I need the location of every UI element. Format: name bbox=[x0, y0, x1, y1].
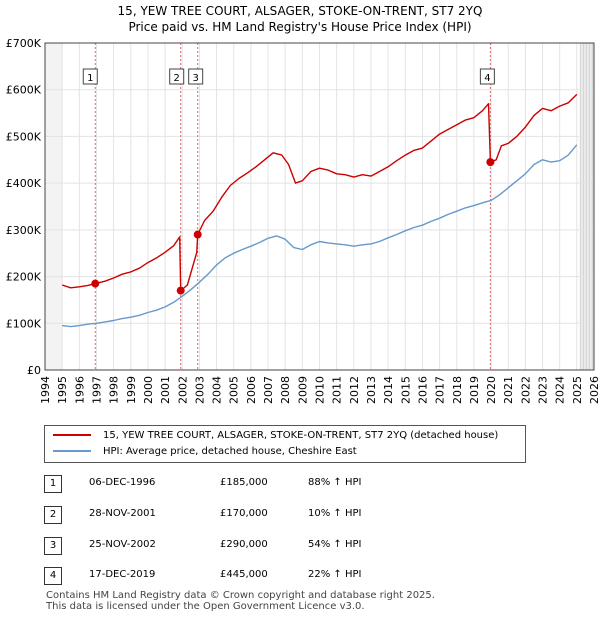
x-tick-label: 2005 bbox=[228, 376, 241, 404]
x-tick-label: 2026 bbox=[588, 376, 600, 404]
sale-label-number: 4 bbox=[484, 73, 490, 84]
transaction-number: 3 bbox=[44, 537, 62, 555]
x-tick-label: 1998 bbox=[108, 376, 121, 404]
sale-point bbox=[91, 279, 100, 288]
legend-swatch-property bbox=[53, 434, 91, 436]
transaction-price: £290,000 bbox=[220, 539, 268, 550]
y-tick-label: £600K bbox=[6, 84, 42, 97]
footer-attribution: Contains HM Land Registry data © Crown c… bbox=[46, 590, 435, 612]
transaction-hpi: 88% ↑ HPI bbox=[308, 477, 362, 488]
x-tick-label: 2016 bbox=[416, 376, 429, 404]
sale-point bbox=[193, 230, 202, 239]
y-tick-label: £0 bbox=[27, 364, 41, 377]
x-tick-label: 2015 bbox=[399, 376, 412, 404]
plot-frame bbox=[44, 42, 595, 371]
x-tick-label: 2004 bbox=[211, 376, 224, 404]
y-tick-label: £500K bbox=[6, 130, 42, 143]
sale-label-box bbox=[169, 68, 185, 85]
x-tick-label: 2021 bbox=[502, 376, 515, 404]
x-tick-label: 2019 bbox=[468, 376, 481, 404]
x-tick-label: 2000 bbox=[142, 376, 155, 404]
price-chart: 1 2 3 4 £0 £100K £200K £300K £400K £500K £600K £700… bbox=[6, 37, 600, 404]
legend-label-property: 15, YEW TREE COURT, ALSAGER, STOKE-ON-TR… bbox=[103, 430, 499, 441]
chart-legend: 15, YEW TREE COURT, ALSAGER, STOKE-ON-TR… bbox=[44, 425, 526, 463]
transaction-number: 1 bbox=[44, 475, 62, 493]
x-tick-label: 2009 bbox=[296, 376, 309, 404]
transaction-hpi: 54% ↑ HPI bbox=[308, 539, 362, 550]
hpi-line bbox=[62, 144, 578, 328]
y-tick-label: £700K bbox=[6, 37, 42, 50]
legend-label-hpi: HPI: Average price, detached house, Ches… bbox=[103, 446, 357, 457]
y-tick-label: £300K bbox=[6, 224, 42, 237]
x-tick-label: 2018 bbox=[451, 376, 464, 404]
x-tick-label: 1995 bbox=[56, 376, 69, 404]
pre-data-zone bbox=[45, 43, 63, 370]
footer-copyright: Contains HM Land Registry data © Crown c… bbox=[46, 590, 435, 601]
x-tick-label: 2022 bbox=[519, 376, 532, 404]
x-tick-label: 2014 bbox=[382, 376, 395, 404]
x-tick-label: 1999 bbox=[125, 376, 138, 404]
transaction-date: 25-NOV-2002 bbox=[89, 539, 156, 550]
x-tick-label: 2010 bbox=[314, 376, 327, 404]
transaction-hpi: 10% ↑ HPI bbox=[308, 508, 362, 519]
x-tick-label: 1994 bbox=[39, 376, 52, 404]
transaction-price: £170,000 bbox=[220, 508, 268, 519]
legend-item-property: 15, YEW TREE COURT, ALSAGER, STOKE-ON-TR… bbox=[53, 429, 498, 443]
sale-label-box bbox=[82, 68, 98, 85]
x-tick-label: 2008 bbox=[279, 376, 292, 404]
x-tick-label: 2002 bbox=[176, 376, 189, 404]
x-tick-label: 2003 bbox=[193, 376, 206, 404]
x-tick-label: 1996 bbox=[73, 376, 86, 404]
chart-title: 15, YEW TREE COURT, ALSAGER, STOKE-ON-TR… bbox=[117, 4, 483, 18]
sale-label-box bbox=[479, 68, 495, 85]
sale-label-number: 2 bbox=[174, 73, 180, 84]
sale-label-number: 1 bbox=[87, 73, 93, 84]
sale-label-box bbox=[188, 68, 204, 85]
y-tick-label: £200K bbox=[6, 271, 42, 284]
legend-item-hpi: HPI: Average price, detached house, Ches… bbox=[53, 445, 357, 459]
sale-point bbox=[176, 286, 185, 295]
transaction-date: 28-NOV-2001 bbox=[89, 508, 156, 519]
future-zone bbox=[580, 43, 594, 370]
x-tick-label: 2025 bbox=[571, 376, 584, 404]
chart-subtitle: Price paid vs. HM Land Registry's House … bbox=[128, 20, 472, 34]
sale-point bbox=[486, 158, 495, 167]
x-tick-label: 2023 bbox=[537, 376, 550, 404]
x-tick-label: 2007 bbox=[262, 376, 275, 404]
transaction-number: 2 bbox=[44, 506, 62, 524]
x-tick-label: 2013 bbox=[365, 376, 378, 404]
x-tick-label: 2017 bbox=[434, 376, 447, 404]
y-tick-label: £400K bbox=[6, 177, 42, 190]
sale-label-number: 3 bbox=[193, 73, 199, 84]
footer-licence: This data is licensed under the Open Gov… bbox=[46, 601, 365, 612]
y-tick-label: £100K bbox=[6, 317, 42, 330]
transaction-hpi: 22% ↑ HPI bbox=[308, 569, 362, 580]
x-tick-label: 2006 bbox=[245, 376, 258, 404]
x-tick-label: 1997 bbox=[90, 376, 103, 404]
x-tick-label: 2001 bbox=[159, 376, 172, 404]
legend-swatch-hpi bbox=[53, 450, 91, 452]
transaction-price: £445,000 bbox=[220, 569, 268, 580]
transaction-date: 17-DEC-2019 bbox=[89, 569, 156, 580]
x-tick-label: 2011 bbox=[331, 376, 344, 404]
x-tick-label: 2024 bbox=[554, 376, 567, 404]
transaction-number: 4 bbox=[44, 567, 62, 585]
x-tick-label: 2020 bbox=[485, 376, 498, 404]
transaction-price: £185,000 bbox=[220, 477, 268, 488]
x-tick-label: 2012 bbox=[348, 376, 361, 404]
transaction-date: 06-DEC-1996 bbox=[89, 477, 156, 488]
